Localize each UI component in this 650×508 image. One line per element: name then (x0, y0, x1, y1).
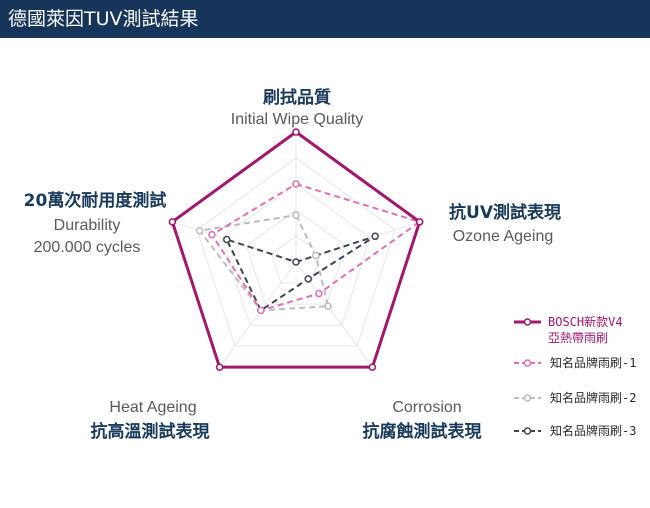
axis-label-zh: 抗UV測試表現 (449, 202, 561, 223)
legend-label: 知名品牌雨刷-2 (550, 390, 636, 405)
series-line (170, 130, 422, 369)
grid-ring (196, 157, 396, 347)
legend-marker (523, 394, 532, 402)
axis-label-zh: 20萬次耐用度測試 (24, 190, 167, 211)
data-point (168, 218, 177, 226)
legend-label: 亞熱帶雨刷 (548, 331, 608, 345)
data-point (208, 230, 216, 239)
axis-label-zh: 抗腐蝕測試表現 (363, 421, 482, 442)
data-point (257, 306, 265, 315)
header-title: 德國萊因TUV測試結果 (8, 8, 199, 30)
legend-label: 知名品牌雨刷-1 (550, 355, 636, 370)
data-point (292, 180, 300, 188)
data-point (312, 251, 320, 260)
grid-ring (270, 235, 322, 284)
data-point (371, 232, 379, 241)
data-point (292, 211, 300, 219)
data-point (292, 128, 300, 136)
axis-label-en: Heat Ageing (109, 399, 196, 416)
data-point (215, 363, 224, 371)
axis-label-en: Initial Wipe Quality (231, 111, 364, 128)
axis-label-en: 200.000 cycles (34, 239, 141, 256)
page-header: 德國萊因TUV測試結果 (0, 0, 650, 38)
data-point (304, 275, 312, 283)
legend-marker (523, 359, 532, 367)
grid-ring (221, 183, 371, 326)
data-point (292, 258, 300, 266)
axis-label-en: Durability (54, 217, 121, 234)
axis-label-en: Corrosion (392, 399, 461, 416)
legend-marker (523, 427, 532, 435)
data-point (415, 218, 424, 226)
series-line (210, 182, 422, 312)
series-line (224, 235, 376, 312)
legend-label: 知名品牌雨刷-3 (550, 423, 636, 438)
data-point (368, 363, 377, 371)
grid-spoke (219, 261, 297, 368)
data-point (223, 235, 231, 244)
legend-label: BOSCH新款V4 (548, 314, 623, 329)
data-point (324, 302, 332, 310)
data-point (195, 226, 204, 235)
axis-label-en: Ozone Ageing (453, 228, 554, 245)
legend-marker (523, 318, 532, 326)
axis-label-zh: 抗高溫測試表現 (91, 421, 210, 442)
axis-label-zh: 刷拭品質 (263, 87, 331, 108)
series-line (197, 214, 330, 312)
grid-ring (245, 209, 347, 305)
data-point (315, 289, 323, 298)
